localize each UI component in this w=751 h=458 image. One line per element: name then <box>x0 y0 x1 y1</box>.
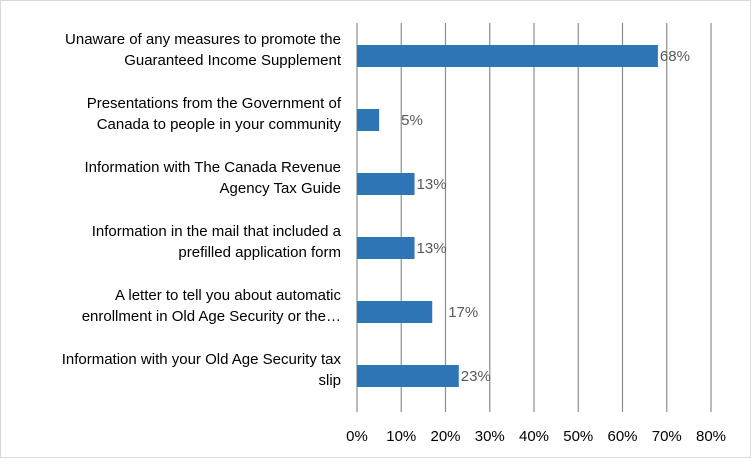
x-tick-label: 40% <box>519 428 549 445</box>
category-label-line: A letter to tell you about automatic <box>115 287 341 304</box>
category-label-line: Guaranteed Income Supplement <box>124 52 342 69</box>
bar <box>357 365 459 387</box>
gridlines <box>356 23 712 412</box>
x-tick-label: 0% <box>346 428 368 445</box>
data-label: 68% <box>660 48 690 65</box>
x-tick-label: 80% <box>696 428 726 445</box>
x-tick-label: 10% <box>386 428 416 445</box>
x-tick-label: 70% <box>652 428 682 445</box>
category-label-line: Information with The Canada Revenue <box>84 159 341 176</box>
category-label-line: Agency Tax Guide <box>220 180 341 197</box>
bar <box>357 301 433 323</box>
category-label-line: Canada to people in your community <box>97 116 342 133</box>
category-label-line: Information in the mail that included a <box>92 223 342 240</box>
data-label: 13% <box>417 240 447 257</box>
x-tick-label: 20% <box>430 428 460 445</box>
data-label: 5% <box>401 112 423 129</box>
bar <box>357 109 380 131</box>
data-label: 23% <box>461 368 491 385</box>
bars <box>357 45 658 387</box>
category-label: Information in the mail that included a p… <box>92 223 342 261</box>
category-label-line: Unaware of any measures to promote the <box>65 31 341 48</box>
category-label: Presentations from the Government of Cana… <box>87 95 342 133</box>
x-tick-label: 60% <box>607 428 637 445</box>
bar <box>357 237 415 259</box>
category-label-line: slip <box>318 372 341 389</box>
category-label-line: Presentations from the Government of <box>87 95 342 112</box>
x-tick-label: 30% <box>475 428 505 445</box>
data-label: 17% <box>448 304 478 321</box>
data-labels: 68% 5% 13% 13% 17% 23% <box>401 48 690 385</box>
bar <box>357 173 415 195</box>
category-label-line: prefilled application form <box>178 244 341 261</box>
category-label: A letter to tell you about automatic enro… <box>82 287 342 325</box>
category-label-line: enrollment in Old Age Security or the… <box>82 308 341 325</box>
x-tick-label: 50% <box>563 428 593 445</box>
category-label-line: Information with your Old Age Security t… <box>62 351 342 368</box>
data-label: 13% <box>417 176 447 193</box>
category-label: Information with your Old Age Security t… <box>62 351 342 389</box>
x-axis-ticks: 0% 10% 20% 30% 40% 50% 60% 70% 80% <box>346 428 726 445</box>
bar <box>357 45 658 67</box>
category-label: Unaware of any measures to promote the Gu… <box>65 31 342 69</box>
category-label: Information with The Canada Revenue Agenc… <box>84 159 341 197</box>
category-labels: Unaware of any measures to promote the Gu… <box>62 31 342 389</box>
